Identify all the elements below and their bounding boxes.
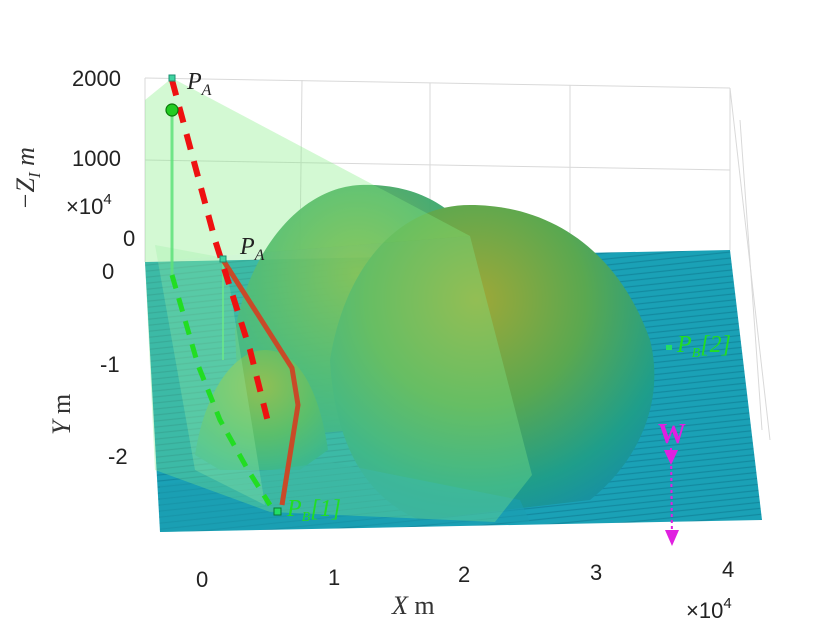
- x-tick-4: 4: [722, 557, 734, 582]
- pa-top-marker: [168, 74, 176, 82]
- svg-text:PA: PA: [186, 69, 212, 99]
- x-tick-0: 0: [196, 567, 208, 592]
- z-tick-1000: 1000: [72, 146, 121, 171]
- x-tick-1: 1: [328, 565, 340, 590]
- y-tick-minus1: -1: [100, 352, 120, 377]
- pb1-marker: [273, 507, 282, 516]
- cone-side-face: [145, 236, 532, 522]
- x-axis-label: X m: [391, 591, 435, 620]
- x-exponent: ×104: [686, 595, 732, 623]
- grid-lines: [144, 77, 771, 441]
- terrain-hill-large: [330, 205, 655, 520]
- z-tick-2000: 2000: [72, 66, 121, 91]
- z-axis: 2000 1000 0 −ZI m: [11, 66, 135, 251]
- path-solid-red: [220, 258, 301, 506]
- y-exponent: ×104: [66, 191, 112, 219]
- x-axis: 0 1 2 3 4 X m ×104: [196, 557, 734, 623]
- y-axis-label: Y m: [47, 394, 76, 435]
- x-tick-2: 2: [458, 562, 470, 587]
- annotation-pb1: PB[1]: [286, 496, 341, 525]
- pb2-marker: [666, 345, 672, 350]
- annotation-pa-ground: PA: [239, 234, 265, 264]
- wind-label: W: [658, 419, 686, 450]
- x-tick-3: 3: [590, 560, 602, 585]
- point-markers: [165, 74, 672, 516]
- reachability-cone: [145, 78, 532, 522]
- z-axis-label: −ZI m: [11, 147, 44, 210]
- wind-vector: W: [658, 419, 686, 546]
- flight-paths: [169, 79, 301, 507]
- path-dashed-green: [169, 274, 273, 507]
- cone-top-face: [145, 78, 470, 262]
- z-tick-0: 0: [123, 226, 135, 251]
- y-tick-0: 0: [102, 259, 114, 284]
- svg-text:PA: PA: [239, 234, 265, 264]
- y-tick-minus2: -2: [108, 444, 128, 469]
- annotation-pa-top: PA: [186, 69, 212, 99]
- annotation-pb2: PB[2]: [676, 332, 731, 361]
- start-circle-marker: [165, 103, 179, 117]
- path-dashed-red: [169, 79, 273, 431]
- pa-ground-marker: [219, 255, 227, 263]
- terrain-surface: [160, 184, 655, 532]
- y-axis: ×104 0 -1 -2 Y m: [47, 191, 128, 469]
